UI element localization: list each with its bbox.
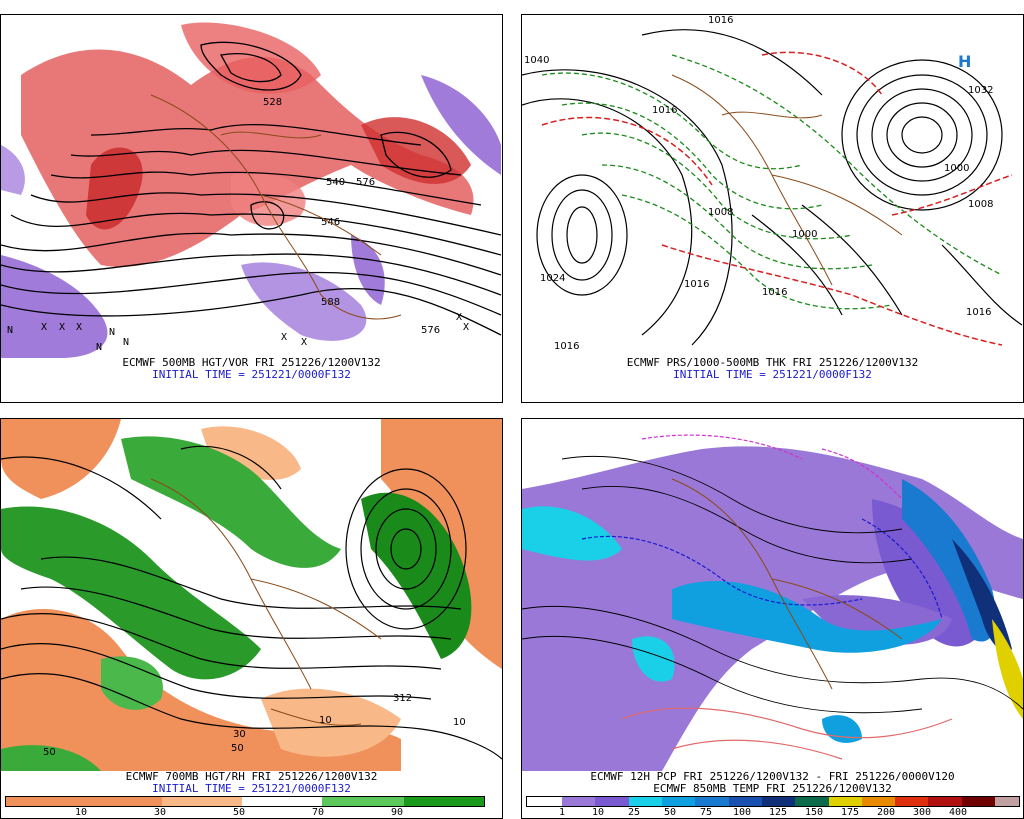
colorbar-swatch [595, 797, 629, 806]
colorbar-label: 25 [627, 807, 641, 818]
caption-secondary-product: ECMWF 850MB TEMP FRI 251226/1200V132 [653, 782, 892, 795]
contour-label: 1008 [968, 199, 993, 210]
svg-text:X: X [463, 322, 469, 333]
precip-colorbar [526, 796, 1020, 807]
colorbar-swatch [162, 797, 242, 806]
contour-label: 312 [393, 693, 412, 704]
colorbar-label: 175 [840, 807, 860, 818]
colorbar-label: 30 [153, 807, 167, 818]
contour-label: 30 [233, 729, 246, 740]
caption-initial-time: INITIAL TIME = 251221/0000F132 [152, 368, 351, 381]
svg-text:N: N [109, 327, 115, 338]
colorbar-swatch [928, 797, 962, 806]
colorbar-swatch [895, 797, 929, 806]
contour-label: 540 [326, 177, 345, 188]
colorbar-label: 150 [804, 807, 824, 818]
contour-label: 1024 [540, 273, 565, 284]
contour-label: 1016 [762, 287, 787, 298]
colorbar-swatch [322, 797, 404, 806]
colorbar-swatch [242, 797, 322, 806]
colorbar-label: 50 [663, 807, 677, 818]
colorbar-label: 200 [876, 807, 896, 818]
colorbar-swatch [6, 797, 162, 806]
contour-label: 1032 [968, 85, 993, 96]
colorbar-label: 1 [558, 807, 566, 818]
contour-label: 1000 [792, 229, 817, 240]
caption-product: ECMWF 500MB HGT/VOR FRI 251226/1200V132 [122, 356, 381, 369]
colorbar-swatch [527, 797, 563, 806]
colorbar-swatch [662, 797, 696, 806]
svg-text:N: N [96, 342, 102, 353]
contour-label: 50 [231, 743, 244, 754]
contour-label: 10 [319, 715, 332, 726]
colorbar-label: 90 [390, 807, 404, 818]
colorbar-label: 10 [74, 807, 88, 818]
high-pressure-marker: H [958, 52, 971, 71]
caption-product: ECMWF 700MB HGT/RH FRI 251226/1200V132 [125, 770, 378, 783]
colorbar-swatch [795, 797, 829, 806]
contour-label: 1016 [652, 105, 677, 116]
colorbar-label: 100 [732, 807, 752, 818]
svg-text:X: X [301, 337, 307, 348]
panel-700mb-height-rh: 312 50 10 30 50 10 ECMWF 700MB HGT/RH FR… [0, 418, 503, 819]
colorbar-label: 50 [232, 807, 246, 818]
map-700mb-rh: 312 50 10 30 50 10 [1, 419, 502, 771]
colorbar-label: 400 [948, 807, 968, 818]
colorbar-swatch [562, 797, 596, 806]
contour-label: 528 [263, 97, 282, 108]
colorbar-label: 10 [591, 807, 605, 818]
svg-text:X: X [41, 322, 47, 333]
contour-label: 1016 [684, 279, 709, 290]
colorbar-swatch [695, 797, 729, 806]
map-precip-850mb-temp [522, 419, 1023, 771]
contour-label: 1016 [554, 341, 579, 352]
colorbar-swatch [628, 797, 663, 806]
contour-label: 588 [321, 297, 340, 308]
panel-precip-850mb-temp: ECMWF 12H PCP FRI 251226/1200V132 - FRI … [521, 418, 1024, 819]
map-mslp-thickness: H 1016 1040 1032 1024 1016 1008 1000 101… [522, 15, 1023, 358]
contour-label: 1008 [708, 207, 733, 218]
colorbar-swatch [961, 797, 995, 806]
svg-text:X: X [59, 322, 65, 333]
svg-text:X: X [456, 312, 462, 323]
colorbar-swatch [761, 797, 796, 806]
svg-text:N: N [7, 325, 13, 336]
contour-label: 576 [421, 325, 440, 336]
caption-initial-time: INITIAL TIME = 251221/0000F132 [673, 368, 872, 381]
colorbar-label: 300 [912, 807, 932, 818]
contour-label: 1016 [708, 15, 733, 26]
colorbar-swatch [995, 797, 1020, 806]
contour-label: 1000 [944, 163, 969, 174]
svg-text:N: N [123, 337, 129, 348]
contour-label: 576 [356, 177, 375, 188]
colorbar-swatch [861, 797, 896, 806]
colorbar-label: 125 [768, 807, 788, 818]
caption-product: ECMWF PRS/1000-500MB THK FRI 251226/1200… [626, 356, 919, 369]
contour-label: 1040 [524, 55, 549, 66]
caption-initial-time: INITIAL TIME = 251221/0000F132 [152, 782, 351, 795]
colorbar-label: 70 [311, 807, 325, 818]
panel-mslp-thickness: H 1016 1040 1032 1024 1016 1008 1000 101… [521, 14, 1024, 403]
colorbar-swatch [728, 797, 762, 806]
svg-text:X: X [281, 332, 287, 343]
colorbar-swatch [404, 797, 484, 806]
colorbar-label: 75 [699, 807, 713, 818]
svg-text:X: X [76, 322, 82, 333]
contour-label: 1016 [966, 307, 991, 318]
colorbar-swatch [828, 797, 862, 806]
contour-label: 50 [43, 747, 56, 758]
caption-product: ECMWF 12H PCP FRI 251226/1200V132 - FRI … [590, 770, 955, 783]
contour-label: 10 [453, 717, 466, 728]
rh-colorbar [5, 796, 485, 807]
